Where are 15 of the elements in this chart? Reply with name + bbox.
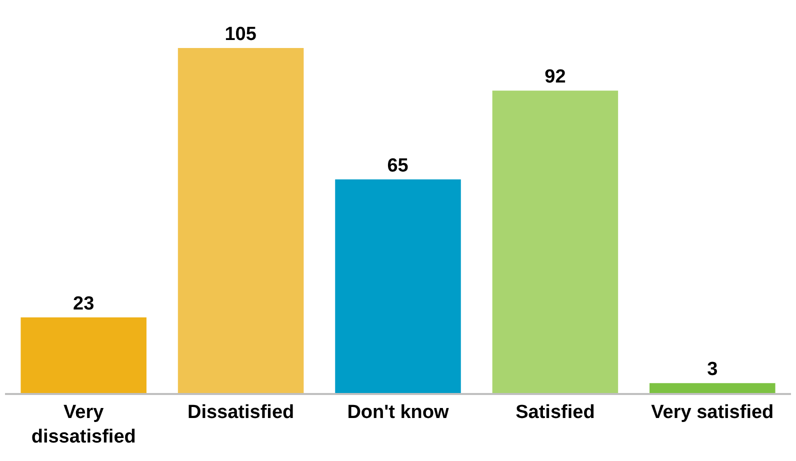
x-tick-label: Don't know bbox=[347, 402, 450, 423]
data-label: 105 bbox=[224, 24, 257, 45]
bar bbox=[178, 48, 304, 393]
x-tick-label: Satisfied bbox=[516, 402, 595, 423]
bar bbox=[20, 317, 146, 393]
x-tick-label: Dissatisfied bbox=[187, 402, 294, 423]
x-tick-label: Very dissatisfied bbox=[31, 402, 136, 448]
bar bbox=[492, 90, 618, 393]
data-label: 65 bbox=[387, 155, 409, 176]
bar bbox=[335, 179, 461, 393]
data-label: 92 bbox=[544, 66, 566, 88]
x-tick-label: Very satisfied bbox=[651, 402, 774, 423]
data-label: 3 bbox=[707, 359, 718, 380]
data-label: 23 bbox=[73, 293, 94, 314]
bar bbox=[650, 383, 776, 393]
